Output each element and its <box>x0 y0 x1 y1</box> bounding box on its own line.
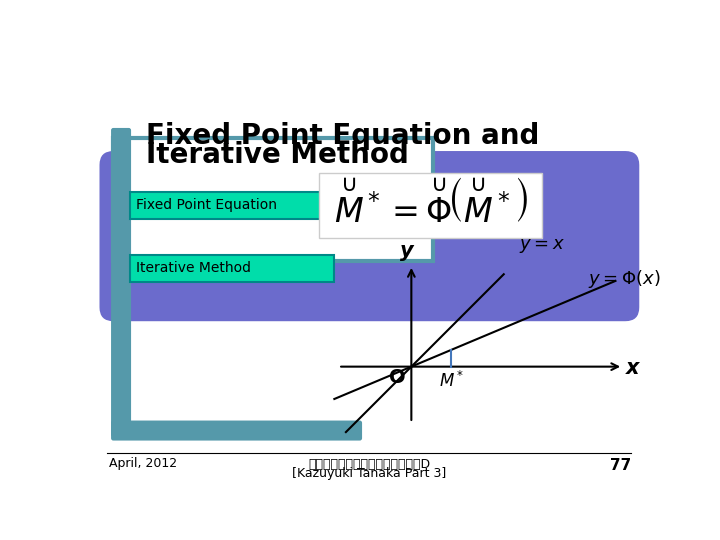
Text: $\overset{\cup}{M}^* = \overset{\cup}{\Phi}\!\left(\overset{\cup}{M}^*\right)$: $\overset{\cup}{M}^* = \overset{\cup}{\P… <box>333 181 528 231</box>
FancyBboxPatch shape <box>113 138 433 261</box>
Text: April, 2012: April, 2012 <box>109 457 177 470</box>
FancyBboxPatch shape <box>111 421 362 441</box>
Bar <box>130 192 334 219</box>
Text: $y = \Phi(x)$: $y = \Phi(x)$ <box>588 268 661 290</box>
FancyBboxPatch shape <box>111 128 131 437</box>
Bar <box>130 255 334 282</box>
Text: $\bfit{y}$: $\bfit{y}$ <box>400 242 415 262</box>
Text: Iterative Method: Iterative Method <box>145 141 408 168</box>
FancyBboxPatch shape <box>99 151 639 321</box>
Text: $\bfit{x}$: $\bfit{x}$ <box>626 358 642 378</box>
Bar <box>319 173 542 238</box>
Text: $M^*$: $M^*$ <box>438 370 464 390</box>
Text: Fixed Point Equation: Fixed Point Equation <box>137 198 277 212</box>
Text: 77: 77 <box>610 457 631 472</box>
Text: $\mathbf{O}$: $\mathbf{O}$ <box>388 369 406 387</box>
Text: $y = x$: $y = x$ <box>519 237 565 255</box>
Text: [Kazuyuki Tanaka Part 3]: [Kazuyuki Tanaka Part 3] <box>292 467 446 480</box>
Text: Iterative Method: Iterative Method <box>137 261 251 275</box>
Text: 電気・通信・電子・情報工学实験D: 電気・通信・電子・情報工学实験D <box>308 457 430 470</box>
Text: Fixed Point Equation and: Fixed Point Equation and <box>145 122 539 150</box>
